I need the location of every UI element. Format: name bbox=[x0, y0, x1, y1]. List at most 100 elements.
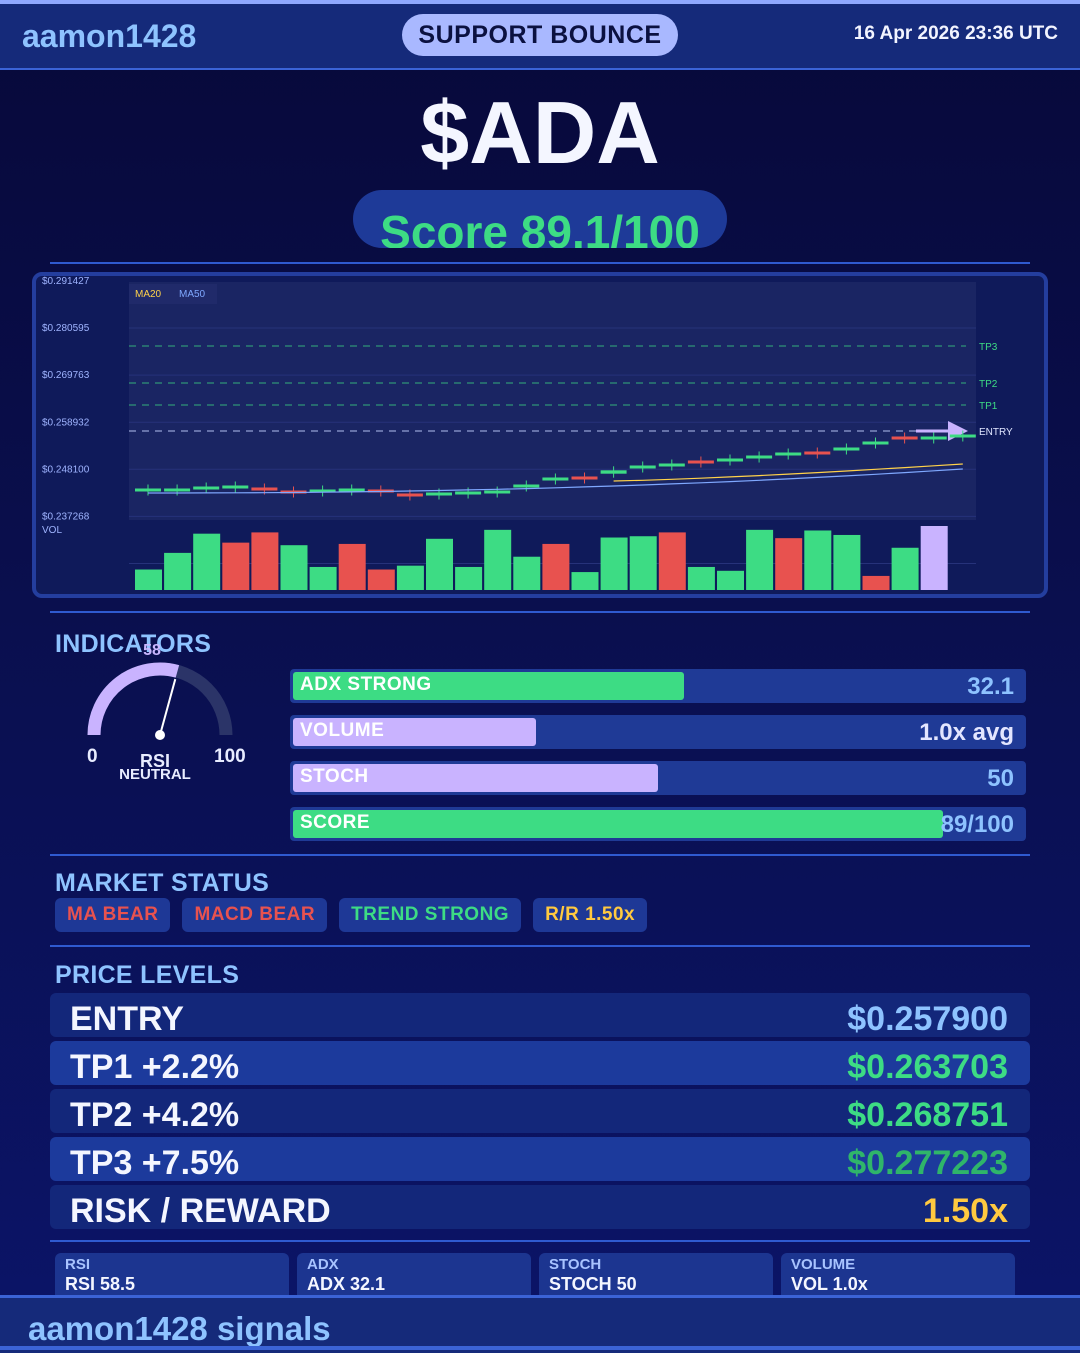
indicators-title: INDICATORS bbox=[55, 630, 212, 658]
level-value: $0.257900 bbox=[847, 1000, 1008, 1038]
header-bar: aamon1428 SUPPORT BOUNCE 16 Apr 2026 23:… bbox=[0, 4, 1080, 70]
rsi-gauge-svg bbox=[87, 662, 233, 740]
stat-value: ADX 32.1 bbox=[307, 1274, 386, 1294]
rsi-gauge-label: RSI bbox=[139, 751, 170, 771]
footer-brand: aamon1428 signals bbox=[28, 1310, 331, 1347]
score-bar: SCORE 89/100 bbox=[290, 807, 1026, 841]
rsi-gauge-min: 0 bbox=[87, 746, 98, 767]
candle-body bbox=[746, 455, 773, 459]
brand-name: aamon1428 bbox=[22, 18, 197, 54]
score-bar-label: SCORE bbox=[300, 812, 371, 833]
volume-bar bbox=[135, 569, 162, 590]
adx-bar-value: 32.1 bbox=[967, 673, 1014, 700]
stoch-stat-card: STOCH STOCH 50 bbox=[539, 1253, 773, 1301]
market-status-title: MARKET STATUS bbox=[55, 869, 270, 897]
price-levels-title: PRICE LEVELS bbox=[55, 961, 240, 989]
candle-body bbox=[164, 488, 191, 492]
candle-body bbox=[891, 436, 918, 440]
volume-bar bbox=[600, 537, 628, 590]
candle-body bbox=[804, 451, 831, 455]
candle-body bbox=[629, 465, 656, 469]
candle-body bbox=[571, 476, 598, 480]
signal-type-badge: SUPPORT BOUNCE bbox=[402, 14, 678, 56]
divider bbox=[50, 1240, 1030, 1242]
gauge-needle bbox=[159, 678, 177, 736]
rsi-gauge: 58 0 100 RSI NEUTRAL bbox=[70, 640, 260, 790]
stat-label: ADX bbox=[307, 1256, 339, 1273]
score-bar-fill bbox=[293, 810, 944, 838]
legend-box bbox=[129, 284, 217, 304]
score-bar-value: 89/100 bbox=[940, 811, 1014, 838]
divider bbox=[50, 611, 1030, 613]
volume-bar bbox=[862, 575, 890, 590]
candle-body bbox=[251, 487, 278, 491]
volume-bar bbox=[193, 533, 221, 590]
volume-bar bbox=[804, 530, 832, 590]
stoch-bar: STOCH 50 bbox=[290, 761, 1026, 795]
volume-bar bbox=[367, 569, 395, 590]
y-tick-label: $0.280595 bbox=[42, 323, 90, 334]
timestamp: 16 Apr 2026 23:36 UTC bbox=[853, 23, 1058, 44]
score-label: Score 89.1/100 bbox=[380, 206, 700, 248]
ma20-line bbox=[613, 463, 963, 482]
level-label: RISK / REWARD bbox=[70, 1192, 331, 1230]
price-chart: $0.291427 $0.280595 $0.269763 $0.258932 $0.2… bbox=[32, 272, 1048, 598]
legend-ma50: MA50 bbox=[179, 289, 206, 300]
volume-bar bbox=[571, 572, 599, 590]
divider bbox=[50, 945, 1030, 947]
y-tick-label: $0.269763 bbox=[42, 370, 90, 381]
candle-body bbox=[862, 441, 889, 445]
candle-body bbox=[484, 490, 511, 494]
rsi-gauge-max: 100 bbox=[214, 746, 246, 767]
candle-body bbox=[338, 488, 365, 492]
divider bbox=[50, 854, 1030, 856]
volume-bar bbox=[455, 566, 483, 590]
volume-bar bbox=[746, 529, 774, 590]
volume-axis-label: VOL bbox=[42, 525, 62, 536]
volume-bar bbox=[717, 570, 744, 590]
candle-body bbox=[309, 489, 336, 493]
risk-reward-row: RISK / REWARD 1.50x bbox=[50, 1185, 1030, 1230]
adx-bar-fill bbox=[293, 672, 684, 700]
gauge-fill bbox=[87, 662, 180, 736]
footer-bar: aamon1428 signals bbox=[0, 1295, 1080, 1353]
level-value: $0.263703 bbox=[847, 1048, 1008, 1086]
volume-bar bbox=[280, 545, 308, 590]
level-label-entry: ENTRY bbox=[979, 427, 1013, 438]
level-value: $0.268751 bbox=[847, 1096, 1008, 1134]
volume-bar bbox=[222, 542, 250, 590]
adx-bar: ADX STRONG 32.1 bbox=[290, 669, 1026, 703]
stat-label: RSI bbox=[65, 1256, 91, 1273]
legend-ma20: MA20 bbox=[135, 289, 162, 300]
tp1-level-row: TP1 +2.2% $0.263703 bbox=[50, 1041, 1030, 1086]
market-status-badges: MA BEAR MACD BEAR TREND STRONG R/R 1.50x bbox=[55, 898, 648, 932]
rsi-gauge-state: NEUTRAL bbox=[119, 766, 191, 783]
level-value: 1.50x bbox=[922, 1192, 1008, 1230]
status-badge: MA BEAR bbox=[55, 898, 171, 932]
volume-bar: VOLUME 1.0x avg bbox=[290, 715, 1026, 749]
bottom-accent-line bbox=[0, 1346, 1080, 1350]
tp3-level-row: TP3 +7.5% $0.277223 bbox=[50, 1137, 1030, 1182]
candle-body bbox=[542, 477, 569, 481]
rsi-stat-card: RSI RSI 58.5 bbox=[55, 1253, 289, 1301]
score-pill: Score 89.1/100 bbox=[353, 190, 727, 248]
y-tick-label: $0.237268 bbox=[42, 512, 90, 523]
candle-body bbox=[949, 434, 976, 438]
candle-body bbox=[920, 436, 947, 440]
stoch-bar-value: 50 bbox=[987, 765, 1014, 792]
rsi-gauge-value: 58 bbox=[143, 642, 161, 659]
candle-body bbox=[833, 447, 860, 451]
candle-body bbox=[513, 484, 540, 488]
candle-body bbox=[717, 458, 743, 462]
status-badge: R/R 1.50x bbox=[533, 898, 648, 932]
candle-body bbox=[193, 486, 220, 490]
adx-bar-label: ADX STRONG bbox=[300, 674, 432, 695]
divider bbox=[50, 262, 1030, 264]
level-label: ENTRY bbox=[70, 1000, 184, 1038]
volume-bar bbox=[920, 526, 948, 590]
status-badge: TREND STRONG bbox=[339, 898, 522, 932]
ticker-symbol: $ADA bbox=[420, 83, 660, 182]
stat-value: RSI 58.5 bbox=[65, 1274, 136, 1294]
candle-body bbox=[396, 493, 423, 497]
level-label-tp3: TP3 bbox=[979, 342, 998, 353]
